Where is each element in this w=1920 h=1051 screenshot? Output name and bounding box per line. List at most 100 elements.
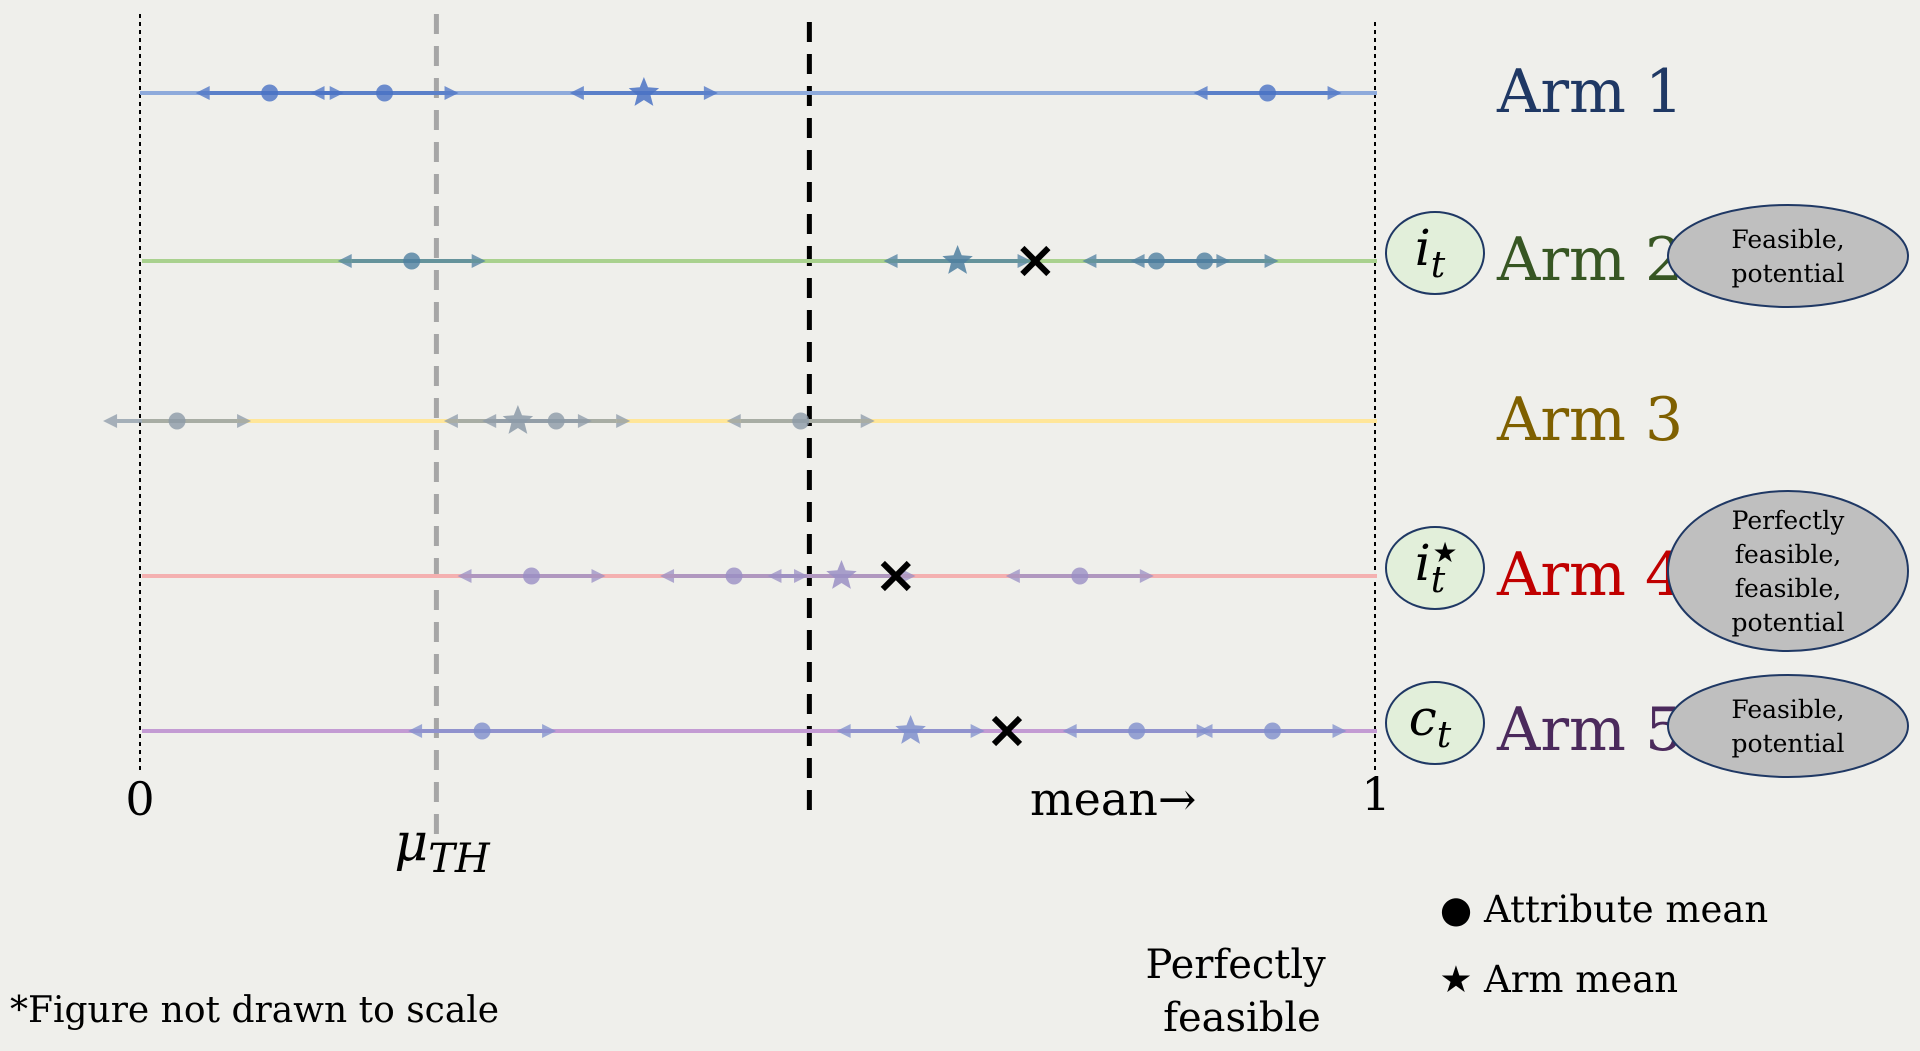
arm-5-attribute-1-left-arrowhead — [408, 724, 423, 738]
arm-5-attribute-3-left-arrowhead — [1198, 724, 1213, 738]
arm-3-attribute-1-right-arrowhead — [237, 414, 252, 428]
arm-1-attribute-3-right-arrowhead — [1327, 86, 1342, 100]
arm-5-tag: ct — [1409, 689, 1452, 756]
arm-5-row: ct Arm 5 Feasible, potential — [142, 674, 1909, 778]
arm-2-tag-base: i — [1415, 219, 1431, 277]
arm-5-status-line-2: potential — [1732, 729, 1845, 758]
arm-2-mean-right-arrowhead — [1017, 254, 1032, 268]
arm-4-status-line-1: Perfectly — [1732, 506, 1846, 535]
arm-1-row: Arm 1 — [140, 57, 1683, 127]
axis-frame — [139, 14, 1376, 840]
arm-5-tag-bubble — [1385, 681, 1485, 765]
arm-4-attribute-3-point — [1071, 567, 1089, 585]
arm-4-status-line-4: potential — [1732, 608, 1845, 637]
legend-label-arm-mean: Arm mean — [1483, 958, 1678, 1001]
arm-5-tag-base: c — [1409, 689, 1437, 747]
arm-4-attribute-3-left-arrowhead — [1005, 569, 1020, 583]
arm-4-attribute-1-point — [522, 567, 540, 585]
arm-3-attribute-1-point — [168, 412, 186, 430]
arm-1-attribute-3-point — [1259, 84, 1277, 102]
arm-2-label: Arm 2 — [1496, 225, 1683, 295]
legend-symbol-attribute: ● — [1440, 888, 1472, 931]
arm-5-cross-b — [991, 715, 1023, 747]
arm-3-mean-star — [502, 405, 534, 434]
arm-5-label: Arm 5 — [1496, 695, 1683, 765]
arm-1-mean-left-arrowhead — [569, 86, 584, 100]
perfectly-feasible-label: Perfectly feasible — [1146, 942, 1339, 1041]
arm-2-mean-left-arrowhead — [883, 254, 898, 268]
arm-2-attribute-1-left-arrowhead — [337, 254, 352, 268]
legend-symbol-arm-mean: ★ — [1439, 958, 1472, 1001]
arm-1-attribute-1-point — [261, 84, 279, 102]
arm-2-mean-star — [942, 245, 973, 274]
threshold-label: μTH — [394, 813, 490, 882]
arm-3-row: Arm 3 — [103, 385, 1683, 455]
arm-2-row: it Arm 2 Feasible, potential — [142, 204, 1909, 308]
arm-3-attribute-1-left-arrowhead — [103, 414, 118, 428]
arm-1-attribute-2-right-arrowhead — [444, 86, 459, 100]
arm-2-tag: it — [1415, 219, 1446, 286]
legend-label-attribute: Attribute mean — [1483, 888, 1768, 931]
arm-3-attribute-3-right-arrowhead — [860, 414, 875, 428]
legend: ● Attribute mean ★ Arm mean — [1439, 888, 1768, 1001]
arm-2-status-line-1: Feasible, — [1731, 225, 1844, 254]
arm-4-row: it★ Arm 4 Perfectly feasible, feasible, poten… — [142, 490, 1909, 652]
scale-note: *Figure not drawn to scale — [10, 990, 499, 1031]
arm-4-attribute-3-right-arrowhead — [1139, 569, 1154, 583]
arm-4-tag: it — [1415, 534, 1446, 601]
arm-4-cross-b — [880, 560, 911, 592]
arm-2-attribute-3-point — [1196, 252, 1214, 270]
arm-4-status-line-2: feasible, — [1735, 540, 1842, 569]
perfectly-feasible-line-1: Perfectly — [1146, 942, 1327, 988]
arm-5-mean-left-arrowhead — [836, 724, 851, 738]
threshold-subscript: TH — [428, 836, 491, 882]
arm-5-mean-right-arrowhead — [970, 724, 985, 738]
arm-3-attribute-3-left-arrowhead — [726, 414, 741, 428]
arm-4-label: Arm 4 — [1496, 540, 1683, 610]
perfectly-feasible-line-2: feasible — [1163, 995, 1321, 1041]
arm-4-attribute-2-point — [725, 567, 743, 585]
arm-3-label: Arm 3 — [1496, 385, 1683, 455]
arm-5-attribute-3-point — [1263, 722, 1281, 740]
arm-1-attribute-2-left-arrowhead — [310, 86, 325, 100]
arm-5-mean-star — [895, 715, 926, 744]
axis-min-label: 0 — [125, 772, 154, 826]
arm-2-status-line-2: potential — [1732, 259, 1845, 288]
arm-3-attribute-2-right-arrowhead — [616, 414, 631, 428]
axis-max-label: 1 — [1361, 767, 1390, 821]
arm-4-mean-right-arrowhead — [901, 569, 916, 583]
arm-2-cross-b — [1020, 245, 1051, 277]
arm-5-attribute-3-right-arrowhead — [1332, 724, 1347, 738]
arm-5-attribute-2-point — [1128, 722, 1146, 740]
arm-4-status-line-3: feasible, — [1735, 574, 1842, 603]
arm-2-tag-subscript: t — [1431, 245, 1446, 286]
axis-direction-label: mean→ — [1030, 772, 1196, 826]
arm-3-mean-right-arrowhead — [577, 414, 592, 428]
arm-4-tag-base: i — [1415, 534, 1431, 592]
arm-4-mean-left-arrowhead — [767, 569, 782, 583]
arm-2-attribute-1-point — [403, 252, 421, 270]
arm-5-attribute-2-left-arrowhead — [1062, 724, 1077, 738]
arm-5-attribute-1-point — [473, 722, 491, 740]
arm-1-attribute-3-left-arrowhead — [1193, 86, 1208, 100]
arm-1-label: Arm 1 — [1496, 57, 1683, 127]
arm-5-status-line-1: Feasible, — [1731, 695, 1844, 724]
arm-1-attribute-2-point — [376, 84, 394, 102]
arm-4-attribute-2-left-arrowhead — [660, 569, 675, 583]
arm-5-attribute-1-right-arrowhead — [542, 724, 557, 738]
arm-2-attribute-3-left-arrowhead — [1130, 254, 1145, 268]
arm-2-attribute-2-left-arrowhead — [1082, 254, 1097, 268]
arm-3-mean-left-arrowhead — [443, 414, 458, 428]
threshold-symbol: μ — [394, 813, 428, 873]
arm-4-attribute-1-right-arrowhead — [591, 569, 606, 583]
arm-5-tag-subscript: t — [1437, 715, 1452, 756]
arm-2-tag-bubble — [1385, 211, 1485, 295]
arm-2-attribute-1-right-arrowhead — [471, 254, 486, 268]
arm-4-mean-star — [826, 560, 857, 589]
arm-1-mean-right-arrowhead — [703, 86, 718, 100]
arm-1-attribute-1-left-arrowhead — [195, 86, 210, 100]
arm-4-status-bubble — [1667, 490, 1909, 652]
arm-3-attribute-3-point — [792, 412, 810, 430]
